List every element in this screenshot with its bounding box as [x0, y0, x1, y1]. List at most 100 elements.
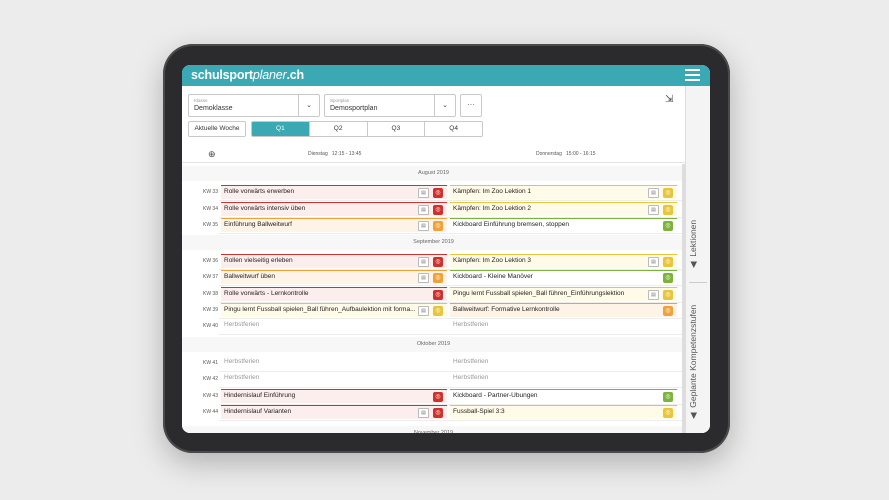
- lesson-cell[interactable]: Fussball-Spiel 3:3 ◎: [450, 405, 677, 419]
- lesson-cell[interactable]: Hindernislauf Einführung ◎: [221, 389, 447, 403]
- collapse-icon[interactable]: ⇲: [665, 94, 674, 105]
- week-number: KW 39: [202, 307, 218, 313]
- side-panel: ◀ Lektionen ◀ Geplante Kompetenzstufen: [685, 86, 710, 433]
- row-divider: [219, 233, 685, 234]
- current-week-button[interactable]: Aktuelle Woche: [188, 121, 246, 137]
- lesson-cell[interactable]: Einführung Ballweitwurf ▤ ◎: [221, 218, 447, 232]
- week-number: KW 36: [202, 258, 218, 264]
- status-badge-icon[interactable]: ◎: [433, 221, 443, 231]
- folder-icon[interactable]: ▤: [648, 290, 659, 300]
- folder-icon[interactable]: ▤: [418, 188, 429, 198]
- tab-kompetenzstufen-label: ◀ Geplante Kompetenzstufen: [688, 304, 698, 419]
- lesson-cell[interactable]: Kickboard Einführung bremsen, stoppen ◎: [450, 218, 677, 232]
- sportplan-select-value: Demosportplan: [330, 105, 378, 112]
- month-header: Oktober 2019: [182, 337, 685, 352]
- lesson-cell[interactable]: Herbstferien: [450, 356, 677, 370]
- lesson-title: Kämpfen: Im Zoo Lektion 3: [453, 257, 532, 264]
- lesson-title: Einführung Ballweitwurf: [224, 221, 292, 228]
- month-header: August 2019: [182, 166, 685, 181]
- status-badge-icon[interactable]: ◎: [663, 257, 673, 267]
- folder-icon[interactable]: ▤: [418, 257, 429, 267]
- status-badge-icon[interactable]: ◎: [433, 392, 443, 402]
- folder-icon[interactable]: ▤: [648, 257, 659, 267]
- lesson-cell[interactable]: Kickboard - Partner-Übungen ◎: [450, 389, 677, 403]
- lesson-title: Kämpfen: Im Zoo Lektion 1: [453, 188, 532, 195]
- row-divider: [219, 371, 685, 372]
- lesson-cell[interactable]: Herbstferien: [221, 372, 447, 386]
- row-divider: [219, 334, 685, 335]
- lesson-title: Kämpfen: Im Zoo Lektion 2: [453, 205, 532, 212]
- lesson-title: Herbstferien: [453, 321, 489, 328]
- lesson-title: Hindernislauf Varianten: [224, 408, 292, 415]
- lesson-cell[interactable]: Ballweitwurf üben ▤ ◎: [221, 270, 447, 284]
- lesson-cell[interactable]: Herbstferien: [221, 356, 447, 370]
- folder-icon[interactable]: ▤: [418, 408, 429, 418]
- status-badge-icon[interactable]: ◎: [663, 306, 673, 316]
- tab-q3[interactable]: Q3: [366, 122, 425, 136]
- lesson-title: Pingu lernt Fussball spielen_Ball führen…: [224, 306, 416, 313]
- lesson-cell[interactable]: Pingu lernt Fussball spielen_Ball führen…: [450, 287, 677, 301]
- lesson-title: Rolle vorwärts - Lernkontrolle: [224, 290, 309, 297]
- lesson-cell[interactable]: Herbstferien: [450, 319, 677, 333]
- status-badge-icon[interactable]: ◎: [663, 188, 673, 198]
- folder-icon[interactable]: ▤: [418, 221, 429, 231]
- status-badge-icon[interactable]: ◎: [433, 306, 443, 316]
- lesson-cell[interactable]: Kämpfen: Im Zoo Lektion 1 ▤ ◎: [450, 185, 677, 199]
- tab-q4[interactable]: Q4: [424, 122, 482, 136]
- status-badge-icon[interactable]: ◎: [433, 273, 443, 283]
- lesson-cell[interactable]: Rolle vorwärts erwerben ▤ ◎: [221, 185, 447, 199]
- scrollbar[interactable]: [682, 164, 685, 433]
- lesson-cell[interactable]: Hindernislauf Varianten ▤ ◎: [221, 405, 447, 419]
- status-badge-icon[interactable]: ◎: [433, 290, 443, 300]
- zoom-in-icon[interactable]: ⊕: [208, 149, 216, 159]
- quarter-tabs: Q1 Q2 Q3 Q4: [251, 121, 483, 137]
- status-badge-icon[interactable]: ◎: [663, 392, 673, 402]
- more-options-button[interactable]: ···: [460, 94, 482, 117]
- klasse-select[interactable]: Klasse Demoklasse ⌄: [188, 94, 320, 117]
- week-number: KW 40: [202, 323, 218, 329]
- lesson-title: Herbstferien: [224, 358, 260, 365]
- status-badge-icon[interactable]: ◎: [663, 273, 673, 283]
- status-badge-icon[interactable]: ◎: [663, 221, 673, 231]
- chevron-down-icon[interactable]: ⌄: [434, 95, 455, 116]
- lesson-cell[interactable]: Kämpfen: Im Zoo Lektion 3 ▤ ◎: [450, 254, 677, 268]
- lesson-cell[interactable]: Kämpfen: Im Zoo Lektion 2 ▤ ◎: [450, 202, 677, 216]
- tab-geplante-kompetenzstufen[interactable]: ◀ Geplante Kompetenzstufen: [686, 283, 710, 433]
- lesson-cell[interactable]: Pingu lernt Fussball spielen_Ball führen…: [221, 303, 447, 317]
- row-divider: [219, 285, 685, 286]
- hamburger-menu-icon[interactable]: [685, 69, 700, 82]
- lesson-cell[interactable]: Herbstferien: [450, 372, 677, 386]
- lesson-title: Hindernislauf Einführung: [224, 392, 296, 399]
- lesson-title: Herbstferien: [453, 374, 489, 381]
- lesson-cell[interactable]: Kickboard - Kleine Manöver ◎: [450, 270, 677, 284]
- status-badge-icon[interactable]: ◎: [663, 408, 673, 418]
- lesson-cell[interactable]: Rolle vorwärts intensiv üben ▤ ◎: [221, 202, 447, 216]
- lesson-title: Kickboard Einführung bremsen, stoppen: [453, 221, 569, 228]
- lesson-cell[interactable]: Rollen vielseitig erleben ▤ ◎: [221, 254, 447, 268]
- lesson-cell[interactable]: Herbstferien: [221, 319, 447, 333]
- app-screen: schulsportplaner.ch Klasse Demoklasse ⌄ …: [182, 65, 710, 433]
- folder-icon[interactable]: ▤: [648, 205, 659, 215]
- status-badge-icon[interactable]: ◎: [433, 188, 443, 198]
- tab-lektionen[interactable]: ◀ Lektionen: [686, 86, 710, 282]
- status-badge-icon[interactable]: ◎: [433, 408, 443, 418]
- status-badge-icon[interactable]: ◎: [433, 205, 443, 215]
- week-number: KW 34: [202, 206, 218, 212]
- lesson-cell[interactable]: Ballweitwurf: Formative Lernkontrolle ◎: [450, 303, 677, 317]
- tab-lektionen-label: ◀ Lektionen: [688, 219, 698, 268]
- status-badge-icon[interactable]: ◎: [663, 205, 673, 215]
- folder-icon[interactable]: ▤: [418, 273, 429, 283]
- row-divider: [219, 387, 685, 388]
- status-badge-icon[interactable]: ◎: [433, 257, 443, 267]
- sportplan-select[interactable]: Sportplan Demosportplan ⌄: [324, 94, 456, 117]
- status-badge-icon[interactable]: ◎: [663, 290, 673, 300]
- app-logo[interactable]: schulsportplaner.ch: [191, 68, 304, 82]
- folder-icon[interactable]: ▤: [418, 306, 429, 316]
- chevron-down-icon[interactable]: ⌄: [298, 95, 319, 116]
- tab-q2[interactable]: Q2: [308, 122, 367, 136]
- folder-icon[interactable]: ▤: [648, 188, 659, 198]
- lesson-cell[interactable]: Rolle vorwärts - Lernkontrolle ◎: [221, 287, 447, 301]
- folder-icon[interactable]: ▤: [418, 205, 429, 215]
- tab-q1[interactable]: Q1: [252, 122, 309, 136]
- lesson-title: Kickboard - Partner-Übungen: [453, 392, 538, 399]
